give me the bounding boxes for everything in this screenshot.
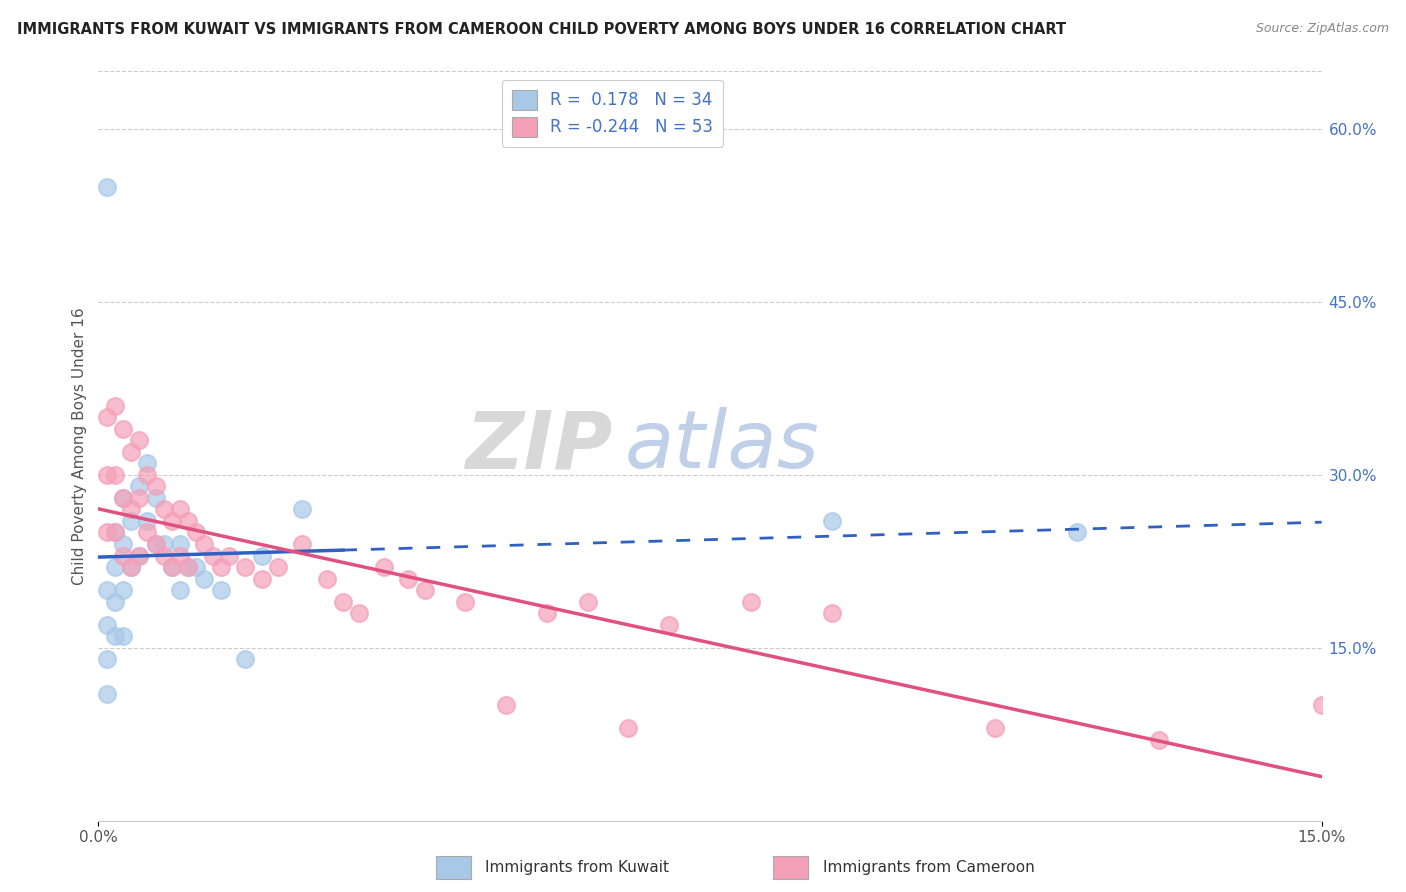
Point xyxy=(120,560,142,574)
Point xyxy=(111,583,134,598)
Point xyxy=(111,491,134,505)
Point xyxy=(96,617,118,632)
Point xyxy=(396,572,419,586)
Point xyxy=(145,537,167,551)
Point xyxy=(145,491,167,505)
Point xyxy=(201,549,224,563)
Point xyxy=(177,514,200,528)
Point xyxy=(1147,733,1170,747)
Point xyxy=(104,399,127,413)
Point xyxy=(291,502,314,516)
Y-axis label: Child Poverty Among Boys Under 16: Child Poverty Among Boys Under 16 xyxy=(72,307,87,585)
Point xyxy=(136,456,159,470)
Point xyxy=(128,479,150,493)
Point xyxy=(136,514,159,528)
Point xyxy=(373,560,395,574)
Point xyxy=(111,537,134,551)
Point xyxy=(1066,525,1088,540)
Point xyxy=(120,444,142,458)
Point xyxy=(186,525,208,540)
Point xyxy=(104,525,127,540)
Point xyxy=(104,560,127,574)
Point xyxy=(658,617,681,632)
Point xyxy=(1310,698,1333,713)
Point xyxy=(104,629,127,643)
Point xyxy=(96,583,118,598)
Text: Immigrants from Cameroon: Immigrants from Cameroon xyxy=(823,860,1035,874)
Point xyxy=(128,434,150,448)
Point xyxy=(740,594,762,608)
Point xyxy=(233,652,256,666)
Text: IMMIGRANTS FROM KUWAIT VS IMMIGRANTS FROM CAMEROON CHILD POVERTY AMONG BOYS UNDE: IMMIGRANTS FROM KUWAIT VS IMMIGRANTS FRO… xyxy=(17,22,1066,37)
Point xyxy=(120,514,142,528)
Point xyxy=(315,572,337,586)
Point xyxy=(193,537,215,551)
Point xyxy=(454,594,477,608)
Point xyxy=(193,572,215,586)
Point xyxy=(177,560,200,574)
Point xyxy=(152,537,174,551)
Point xyxy=(495,698,517,713)
Point xyxy=(160,514,183,528)
Point xyxy=(104,594,127,608)
Point xyxy=(209,560,232,574)
Point xyxy=(160,560,183,574)
Point xyxy=(145,537,167,551)
Point xyxy=(136,525,159,540)
Point xyxy=(617,722,640,736)
Point xyxy=(177,560,200,574)
Point xyxy=(104,525,127,540)
Point xyxy=(96,179,118,194)
Point xyxy=(96,652,118,666)
Point xyxy=(96,467,118,482)
Point xyxy=(169,537,191,551)
Point xyxy=(250,549,273,563)
Point xyxy=(233,560,256,574)
Point xyxy=(96,525,118,540)
Point xyxy=(120,560,142,574)
Point xyxy=(120,502,142,516)
Text: atlas: atlas xyxy=(624,407,820,485)
Point xyxy=(413,583,436,598)
Text: Source: ZipAtlas.com: Source: ZipAtlas.com xyxy=(1256,22,1389,36)
Point xyxy=(111,549,134,563)
Point xyxy=(576,594,599,608)
Point xyxy=(250,572,273,586)
Point xyxy=(169,502,191,516)
Point xyxy=(111,422,134,436)
Point xyxy=(152,549,174,563)
Text: Immigrants from Kuwait: Immigrants from Kuwait xyxy=(485,860,669,874)
Point xyxy=(218,549,240,563)
Point xyxy=(984,722,1007,736)
Point xyxy=(96,410,118,425)
Point xyxy=(128,549,150,563)
Point xyxy=(136,467,159,482)
Point xyxy=(821,514,844,528)
Point xyxy=(267,560,290,574)
Point xyxy=(128,491,150,505)
Point xyxy=(96,687,118,701)
Point xyxy=(536,606,558,620)
Point xyxy=(128,549,150,563)
Point xyxy=(332,594,354,608)
Point xyxy=(145,479,167,493)
Point xyxy=(209,583,232,598)
Legend: R =  0.178   N = 34, R = -0.244   N = 53: R = 0.178 N = 34, R = -0.244 N = 53 xyxy=(502,79,723,147)
Point xyxy=(349,606,371,620)
Point xyxy=(111,491,134,505)
Point xyxy=(291,537,314,551)
Point xyxy=(821,606,844,620)
Point xyxy=(186,560,208,574)
Point xyxy=(111,629,134,643)
Point xyxy=(169,583,191,598)
Point xyxy=(152,502,174,516)
Text: ZIP: ZIP xyxy=(465,407,612,485)
Point xyxy=(160,560,183,574)
Point xyxy=(169,549,191,563)
Point xyxy=(104,467,127,482)
